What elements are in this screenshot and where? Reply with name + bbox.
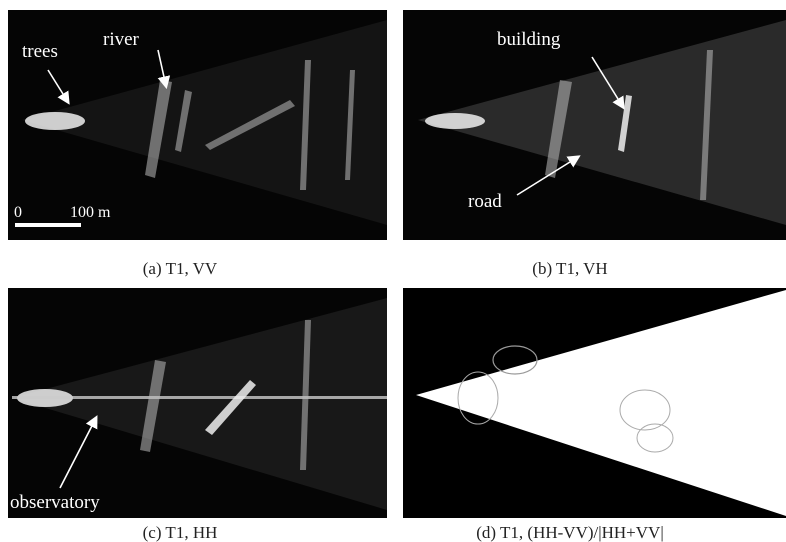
panel-d: (d) T1, (HH-VV)/|HH+VV| bbox=[403, 288, 786, 542]
panel-b: building road (b) T1, VH bbox=[403, 10, 786, 278]
annotation: road bbox=[468, 191, 502, 212]
scale-start: 0 bbox=[14, 204, 22, 221]
caption: (d) T1, (HH-VV)/|HH+VV| bbox=[476, 523, 663, 542]
trees-blob bbox=[425, 113, 485, 129]
panel-c: observatory (c) T1, HH bbox=[8, 288, 387, 542]
annotation: building bbox=[497, 29, 561, 50]
figure: trees river 0 100 m (a) T1, VV building … bbox=[0, 0, 786, 542]
scale-end: 100 m bbox=[70, 204, 111, 221]
caption: (c) T1, HH bbox=[143, 523, 218, 542]
bright-line bbox=[12, 396, 387, 399]
annotation: trees bbox=[22, 41, 58, 62]
annotation: river bbox=[103, 29, 140, 50]
scale-bar bbox=[15, 223, 81, 227]
trees-blob bbox=[25, 112, 85, 130]
caption: (a) T1, VV bbox=[143, 259, 218, 278]
caption: (b) T1, VH bbox=[532, 259, 607, 278]
annotation: observatory bbox=[10, 492, 100, 513]
panel-a: trees river 0 100 m (a) T1, VV bbox=[8, 10, 387, 278]
